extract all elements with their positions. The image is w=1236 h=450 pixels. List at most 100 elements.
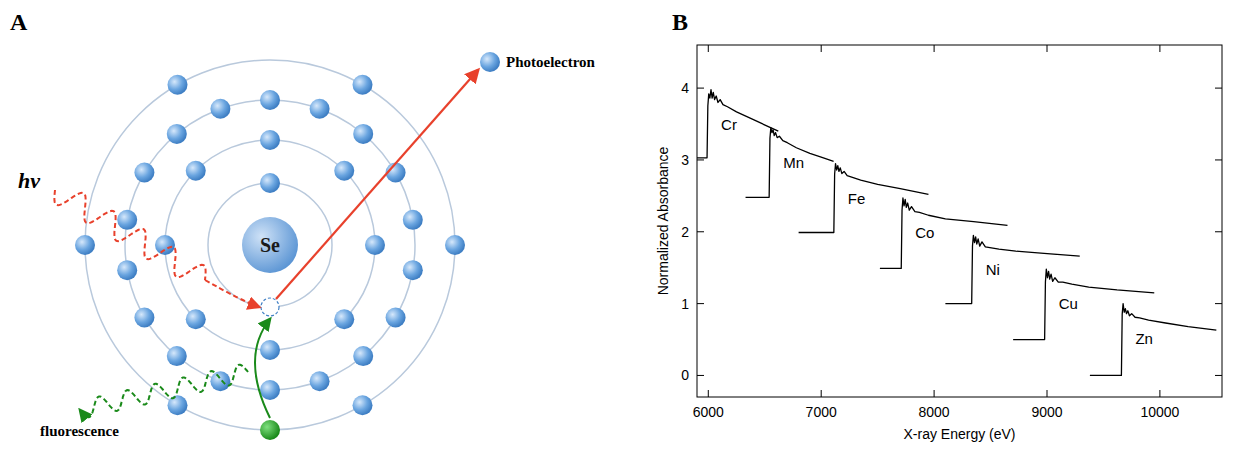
electron	[134, 308, 154, 328]
orbit	[208, 183, 332, 307]
photon-wave	[54, 190, 205, 280]
electron	[365, 235, 385, 255]
series-label: Cr	[721, 116, 737, 133]
y-tick-label: 3	[681, 152, 689, 168]
spectrum-line	[945, 235, 1079, 303]
y-tick-label: 1	[681, 296, 689, 312]
electron	[186, 309, 206, 329]
electron	[353, 346, 373, 366]
x-tick	[821, 45, 822, 52]
electron	[310, 371, 330, 391]
electron	[403, 260, 423, 280]
x-tick-label: 7000	[806, 404, 837, 420]
series-label: Cu	[1059, 295, 1078, 312]
electron	[334, 309, 354, 329]
y-tick	[1215, 231, 1222, 232]
core-hole	[261, 298, 279, 316]
figure: A Se hv Photoelectron fluorescence B Cr Mn Fe Co N…	[0, 0, 1236, 450]
y-tick	[697, 375, 704, 376]
electron	[334, 161, 354, 181]
electron	[117, 210, 137, 230]
electron	[168, 75, 188, 95]
y-tick-label: 0	[681, 367, 689, 383]
electron	[353, 124, 373, 144]
series-group	[697, 90, 1216, 376]
spectrum-line	[746, 128, 834, 198]
electron	[168, 395, 188, 415]
orbit	[165, 140, 375, 350]
spectrum-line	[1090, 304, 1216, 376]
photoelectron	[480, 52, 500, 72]
spectrum-line	[697, 90, 778, 158]
y-tick	[1215, 88, 1222, 89]
photon-label: hv	[18, 168, 40, 193]
series-label: Co	[915, 224, 934, 241]
fluorescence-label: fluorescence	[40, 423, 119, 439]
panel-a: A Se hv Photoelectron fluorescence	[10, 9, 596, 440]
x-tick	[1159, 390, 1160, 397]
electron	[134, 163, 154, 183]
electron	[353, 395, 373, 415]
spectrum-line	[1013, 269, 1154, 339]
electron	[155, 235, 175, 255]
orbit	[85, 60, 455, 430]
series-label: Mn	[783, 154, 804, 171]
x-axis-title: X-ray Energy (eV)	[903, 426, 1015, 442]
electron	[75, 235, 95, 255]
electron	[210, 99, 230, 119]
x-tick-label: 8000	[919, 404, 950, 420]
y-tick	[697, 231, 704, 232]
electron	[310, 99, 330, 119]
nucleus	[242, 217, 298, 273]
photoelectron-label: Photoelectron	[506, 54, 596, 70]
electron	[260, 173, 280, 193]
y-tick	[1215, 303, 1222, 304]
photon-arrow	[205, 280, 259, 307]
y-tick	[1215, 375, 1222, 376]
x-tick	[708, 45, 709, 52]
spectrum-line	[799, 164, 929, 233]
electron	[260, 380, 280, 400]
x-tick	[934, 390, 935, 397]
electron	[386, 308, 406, 328]
relaxation-arrow	[255, 319, 270, 418]
spectrum-line	[880, 198, 1008, 268]
x-tick-label: 10000	[1140, 404, 1179, 420]
electron	[167, 346, 187, 366]
x-tick	[821, 390, 822, 397]
y-axis-title: Normalized Absorbance	[655, 146, 671, 295]
y-tick	[1215, 159, 1222, 160]
x-tick	[934, 45, 935, 52]
electron	[167, 124, 187, 144]
electron	[403, 210, 423, 230]
x-tick	[1159, 45, 1160, 52]
series-label: Fe	[848, 190, 866, 207]
nucleus-label: Se	[260, 234, 280, 256]
fluorescence-wave	[80, 365, 248, 417]
panel-b: BCrMnFeCoNiCuZn6000700080009000100000123…	[655, 9, 1222, 442]
y-tick	[697, 159, 704, 160]
photoelectron-arrow	[276, 70, 478, 299]
electron	[445, 235, 465, 255]
x-tick	[708, 390, 709, 397]
panel-letter: B	[672, 9, 688, 35]
panel-letter: A	[10, 9, 28, 35]
electron	[260, 90, 280, 110]
electron	[210, 371, 230, 391]
electron	[260, 130, 280, 150]
electron	[260, 340, 280, 360]
y-tick	[697, 303, 704, 304]
y-tick-label: 4	[681, 80, 689, 96]
y-tick	[697, 88, 704, 89]
electron	[117, 260, 137, 280]
series-label: Ni	[986, 261, 1000, 278]
series-label: Zn	[1135, 330, 1153, 347]
orbit	[125, 100, 415, 390]
x-tick	[1047, 390, 1048, 397]
x-tick-label: 9000	[1031, 404, 1062, 420]
electron	[353, 75, 373, 95]
y-tick-label: 2	[681, 224, 689, 240]
x-tick	[1047, 45, 1048, 52]
electron	[186, 161, 206, 181]
relaxing-electron	[260, 420, 280, 440]
